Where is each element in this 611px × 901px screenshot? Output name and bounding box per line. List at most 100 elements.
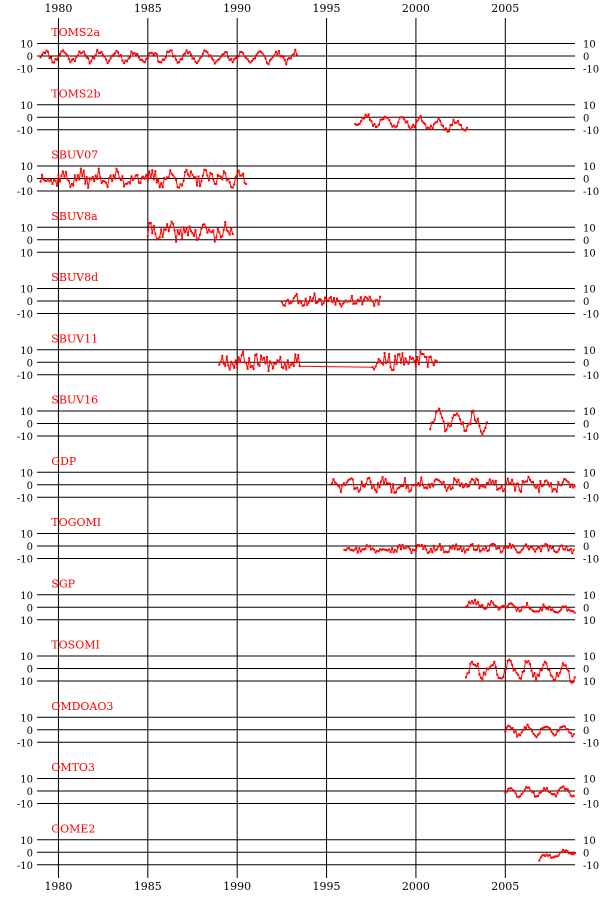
data-point bbox=[481, 485, 484, 488]
data-point bbox=[458, 123, 461, 126]
data-point bbox=[75, 56, 78, 59]
data-point bbox=[246, 367, 249, 370]
x-tick-label-bottom: 1995 bbox=[313, 880, 341, 893]
data-point bbox=[347, 547, 350, 550]
data-point bbox=[457, 478, 460, 481]
data-point bbox=[560, 667, 563, 670]
data-point bbox=[573, 676, 576, 679]
data-point bbox=[518, 677, 521, 680]
data-point bbox=[528, 786, 531, 789]
data-point bbox=[357, 123, 360, 126]
data-point bbox=[88, 177, 91, 180]
data-point bbox=[517, 796, 520, 799]
data-point bbox=[503, 605, 506, 608]
data-point bbox=[67, 58, 70, 61]
y-tick-label-left: 0 bbox=[27, 358, 33, 369]
data-point bbox=[553, 734, 556, 737]
data-point bbox=[561, 605, 564, 608]
data-point bbox=[366, 477, 369, 480]
data-point bbox=[557, 611, 560, 614]
data-point bbox=[550, 792, 553, 795]
data-point bbox=[69, 185, 72, 188]
y-tick-label-left: 10 bbox=[20, 223, 33, 234]
data-point bbox=[496, 606, 499, 608]
data-point bbox=[310, 300, 313, 303]
data-point bbox=[479, 484, 482, 487]
data-point bbox=[373, 368, 376, 371]
data-point bbox=[231, 186, 234, 189]
data-point bbox=[445, 489, 448, 492]
data-point bbox=[527, 475, 530, 478]
data-point bbox=[376, 362, 379, 364]
data-point bbox=[136, 52, 139, 55]
data-point bbox=[548, 853, 551, 856]
data-point bbox=[248, 60, 251, 63]
data-point bbox=[513, 789, 516, 792]
y-tick-label-left: 0 bbox=[27, 113, 33, 124]
data-point bbox=[467, 485, 470, 488]
data-point bbox=[512, 482, 515, 485]
data-point bbox=[377, 482, 380, 485]
data-point bbox=[425, 127, 428, 130]
data-point bbox=[443, 128, 446, 131]
data-point bbox=[230, 186, 233, 189]
data-point bbox=[108, 59, 111, 62]
data-point bbox=[497, 487, 500, 490]
data-point bbox=[555, 611, 558, 614]
data-point bbox=[127, 181, 130, 184]
data-point bbox=[541, 854, 544, 857]
data-point bbox=[566, 609, 569, 612]
data-point bbox=[336, 297, 338, 300]
data-point bbox=[442, 420, 445, 423]
data-point bbox=[435, 411, 438, 414]
data-point bbox=[403, 363, 405, 366]
data-point bbox=[457, 414, 460, 417]
data-point bbox=[496, 673, 499, 676]
data-point bbox=[445, 127, 447, 130]
data-point bbox=[462, 486, 464, 489]
data-point bbox=[456, 548, 459, 551]
series-line-sbuv8d bbox=[281, 292, 381, 308]
data-point bbox=[554, 611, 557, 613]
data-point bbox=[82, 50, 85, 53]
data-point bbox=[509, 482, 512, 485]
data-point bbox=[485, 667, 488, 670]
data-point bbox=[245, 361, 248, 364]
data-point bbox=[325, 298, 328, 301]
data-point bbox=[510, 787, 513, 790]
data-point bbox=[389, 366, 392, 369]
data-point bbox=[289, 301, 292, 304]
data-point bbox=[190, 53, 192, 56]
data-point bbox=[401, 352, 404, 355]
data-point bbox=[570, 610, 573, 613]
data-point bbox=[370, 120, 373, 123]
data-point bbox=[351, 478, 354, 481]
data-point bbox=[260, 50, 262, 53]
data-point bbox=[569, 852, 572, 855]
data-point bbox=[51, 182, 54, 185]
data-point bbox=[465, 676, 467, 679]
data-point bbox=[564, 664, 567, 667]
data-point bbox=[267, 369, 270, 372]
data-point bbox=[112, 53, 115, 56]
data-point bbox=[118, 177, 121, 180]
data-point bbox=[568, 791, 571, 794]
data-point bbox=[42, 51, 45, 54]
y-tick-label-right: -10 bbox=[583, 861, 599, 872]
data-point bbox=[433, 418, 436, 421]
data-point bbox=[108, 177, 111, 180]
data-point bbox=[424, 123, 427, 126]
data-point bbox=[163, 228, 166, 231]
data-point bbox=[501, 550, 504, 553]
data-point bbox=[417, 482, 420, 484]
y-tick-label-right: 10 bbox=[583, 775, 596, 786]
data-point bbox=[526, 723, 529, 726]
data-point bbox=[359, 488, 362, 491]
data-point bbox=[541, 727, 544, 730]
data-point bbox=[149, 177, 152, 179]
data-point bbox=[231, 61, 234, 64]
data-point bbox=[558, 610, 561, 612]
data-point bbox=[163, 58, 166, 61]
data-point bbox=[396, 487, 399, 490]
y-tick-label-right: 0 bbox=[583, 665, 589, 676]
